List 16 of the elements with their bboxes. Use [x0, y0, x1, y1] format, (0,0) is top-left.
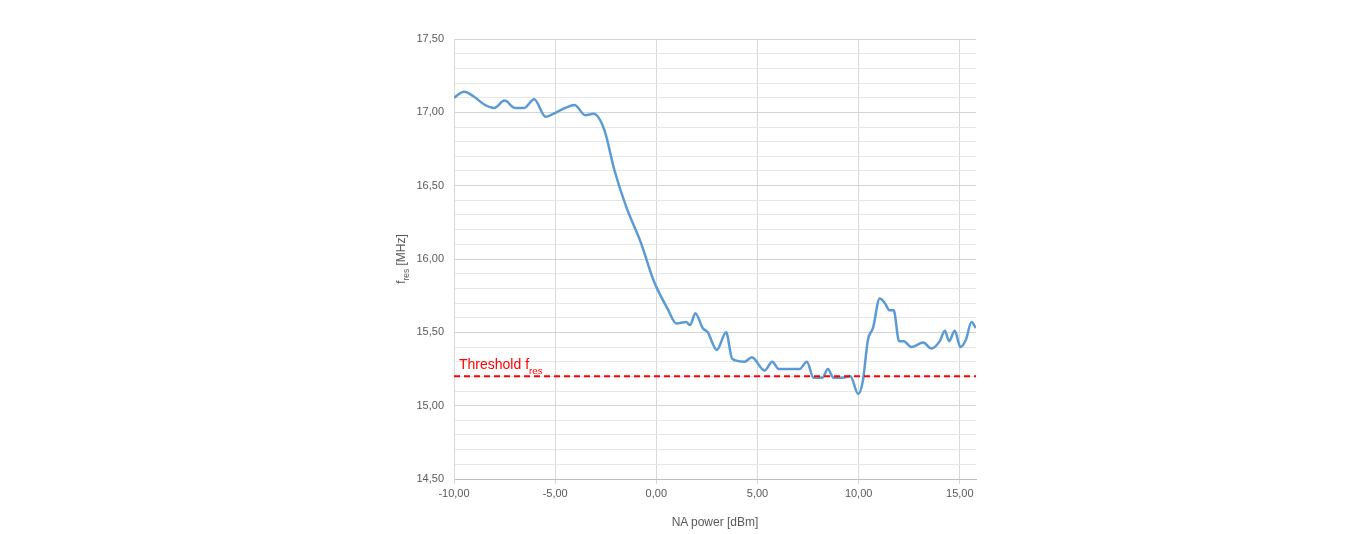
x-tick-label: -5,00 [542, 486, 568, 499]
y-axis-title: fres [MHz] [394, 234, 411, 284]
y-tick-label: 14,50 [416, 472, 444, 485]
line-series [454, 90, 976, 396]
y-tick-label: 15,50 [416, 325, 444, 338]
y-tick-label: 15,00 [416, 398, 444, 411]
x-axis-title: NA power [dBm] [671, 515, 759, 530]
x-tick-label: -10,00 [438, 486, 470, 499]
x-tick-label: 0,00 [645, 486, 668, 499]
y-tick-label: 17,00 [416, 105, 444, 118]
x-tick-label: 5,00 [746, 486, 769, 499]
x-tick-label: 15,00 [946, 486, 974, 499]
y-tick-label: 16,50 [416, 178, 444, 191]
y-tick-label: 17,50 [416, 32, 444, 45]
y-tick-label: 16,00 [416, 252, 444, 265]
x-tick-label: 10,00 [844, 486, 873, 499]
